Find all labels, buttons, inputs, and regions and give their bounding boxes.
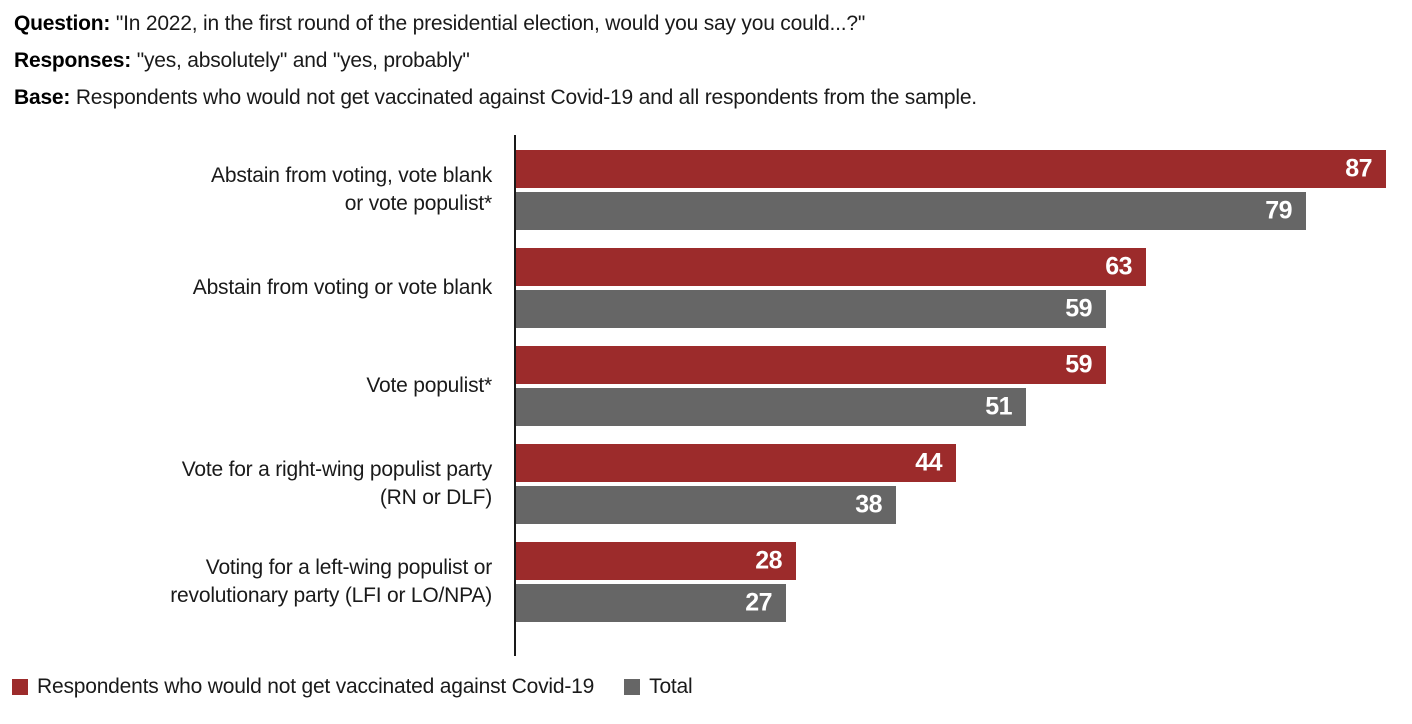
legend-label: Total xyxy=(649,675,693,698)
responses-text: "yes, absolutely" and "yes, probably" xyxy=(136,49,470,72)
header-line-responses: Responses: "yes, absolutely" and "yes, p… xyxy=(14,42,977,79)
category-label: Voting for a left-wing populist or revol… xyxy=(170,556,492,607)
bar-unvaccinated: 63 xyxy=(516,248,1146,286)
header-line-question: Question: "In 2022, in the first round o… xyxy=(14,5,977,42)
responses-label: Responses: xyxy=(14,49,132,72)
legend-label: Respondents who would not get vaccinated… xyxy=(37,675,595,698)
question-label: Question: xyxy=(14,12,111,35)
question-text: "In 2022, in the first round of the pres… xyxy=(115,12,866,35)
bar-value-label: 51 xyxy=(985,392,1012,421)
chart-header: Question: "In 2022, in the first round o… xyxy=(14,5,977,116)
bar-total: 51 xyxy=(516,388,1026,426)
bar-value-label: 28 xyxy=(755,546,782,575)
base-label: Base: xyxy=(14,86,71,109)
legend-item: Total xyxy=(624,675,693,699)
bar-value-label: 87 xyxy=(1345,154,1372,183)
legend-swatch-icon xyxy=(624,679,641,695)
category-label: Vote for a right-wing populist party (RN… xyxy=(181,458,493,509)
y-axis-line xyxy=(514,135,516,656)
bar-value-label: 59 xyxy=(1065,350,1092,379)
bar-total: 79 xyxy=(516,192,1306,230)
header-line-base: Base: Respondents who would not get vacc… xyxy=(14,79,977,116)
base-text: Respondents who would not get vaccinated… xyxy=(75,86,977,109)
bar-value-label: 59 xyxy=(1065,294,1092,323)
bar-total: 59 xyxy=(516,290,1106,328)
bar-unvaccinated: 44 xyxy=(516,444,956,482)
bar-total: 38 xyxy=(516,486,896,524)
bar-unvaccinated: 28 xyxy=(516,542,796,580)
bar-unvaccinated: 59 xyxy=(516,346,1106,384)
bar-unvaccinated: 87 xyxy=(516,150,1386,188)
category-label: Abstain from voting or vote blank xyxy=(192,276,492,299)
legend-swatch-icon xyxy=(12,679,28,695)
legend: Respondents who would not get vaccinated… xyxy=(12,675,693,699)
bar-total: 27 xyxy=(516,584,786,622)
category-label: Abstain from voting, vote blank or vote … xyxy=(211,164,492,215)
bar-value-label: 44 xyxy=(915,448,942,477)
bar-value-label: 38 xyxy=(855,490,882,519)
bar-value-label: 79 xyxy=(1265,196,1292,225)
legend-item: Respondents who would not get vaccinated… xyxy=(12,675,594,699)
category-label: Vote populist* xyxy=(366,374,492,397)
bar-value-label: 27 xyxy=(745,588,772,617)
bar-value-label: 63 xyxy=(1105,252,1132,281)
